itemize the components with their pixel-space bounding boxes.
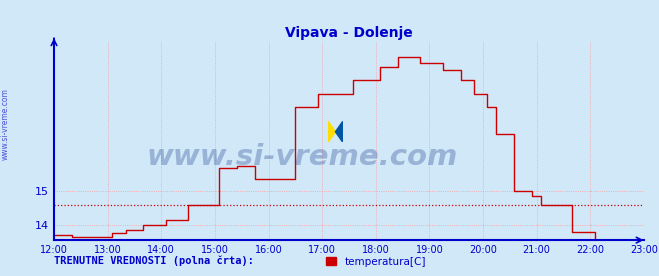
Title: Vipava - Dolenje: Vipava - Dolenje — [285, 26, 413, 40]
Polygon shape — [335, 121, 343, 142]
Text: TRENUTNE VREDNOSTI (polna črta):: TRENUTNE VREDNOSTI (polna črta): — [54, 255, 254, 266]
Legend: temperatura[C]: temperatura[C] — [322, 253, 430, 271]
Text: www.si-vreme.com: www.si-vreme.com — [1, 88, 10, 160]
Polygon shape — [328, 121, 335, 142]
Text: www.si-vreme.com: www.si-vreme.com — [146, 143, 457, 171]
